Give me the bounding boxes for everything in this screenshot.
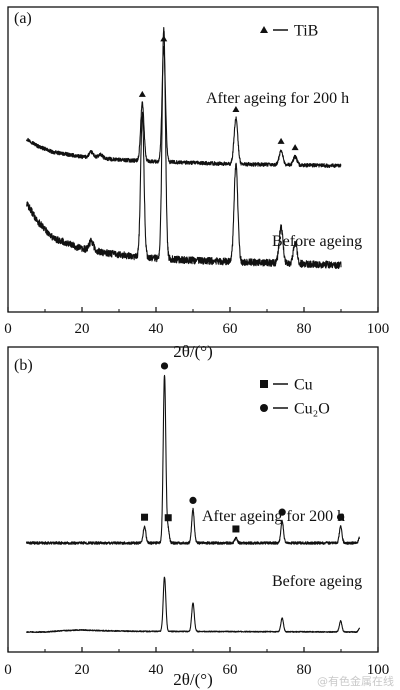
series-line [26,576,361,634]
x-tick-label: 60 [223,662,238,678]
tib-peak-marker [277,137,285,144]
x-tick-label: 40 [149,662,164,678]
panel-a: 0 20 40 60 80 100 2θ/(°) (a) After ageing for 20… [4,6,390,361]
series-line [25,26,342,270]
panel-b: 0 20 40 60 80 100 2θ/(°) (b) After ageing for 20… [4,346,390,689]
legend-circle-marker [260,404,268,412]
x-tick-label: 60 [223,321,238,337]
x-tick-label: 80 [297,321,312,337]
cu-peak-marker [141,513,149,521]
legend-square-marker [260,380,268,388]
panel-label: (a) [14,10,32,27]
tib-peak-marker [291,144,299,151]
cu-peak-marker [164,514,172,522]
x-tick-label: 0 [4,662,12,678]
legend-label: TiB [294,23,318,40]
x-tick-label: 40 [149,321,164,337]
cu2o-peak-marker [189,496,197,504]
series-line [25,374,361,545]
series-annotation: Before ageing [272,233,362,250]
tib-peak-marker [138,90,146,97]
legend-label: Cu [294,377,313,394]
x-tick-label: 20 [75,662,90,678]
watermark-text: @有色金属在线 [317,674,394,688]
series-annotation: After ageing for 200 h [206,90,349,107]
panel-label: (b) [14,357,33,374]
series-annotation: Before ageing [272,573,362,590]
x-axis-label: 2θ/(°) [173,342,213,361]
series-annotation: After ageing for 200 h [202,508,345,525]
cu-peak-marker [232,525,240,533]
cu2o-peak-marker [160,362,169,370]
x-tick-label: 0 [4,321,12,337]
cu2o-peak-marker [278,508,286,516]
x-axis-label: 2θ/(°) [173,670,213,689]
series-line [25,46,342,168]
x-tick-label: 100 [367,321,390,337]
x-tick-label: 20 [75,321,90,337]
x-tick-label: 100 [367,662,390,678]
x-tick-label: 80 [297,662,312,678]
legend-triangle-marker [260,26,268,33]
legend-label: Cu₂O [294,401,330,418]
cu2o-peak-marker [337,513,345,521]
tib-peak-marker [232,105,240,112]
